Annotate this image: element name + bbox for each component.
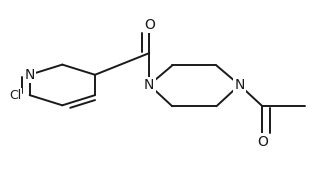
Text: N: N [25, 68, 35, 82]
Text: O: O [257, 135, 268, 149]
Text: N: N [234, 78, 245, 92]
Text: O: O [144, 18, 155, 32]
Text: Cl: Cl [9, 89, 21, 102]
Text: N: N [144, 78, 154, 92]
